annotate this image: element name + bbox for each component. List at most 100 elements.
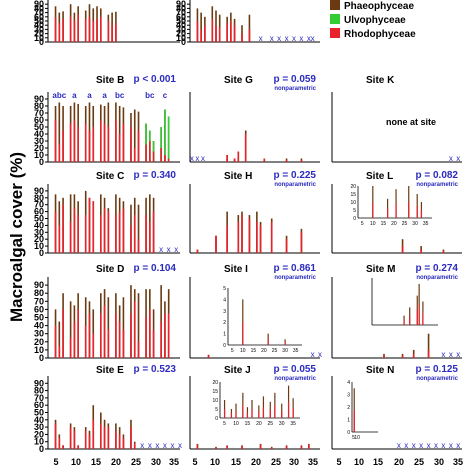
bar-phaeophyceae: [137, 293, 140, 358]
bar-rhodophyceae: [149, 309, 151, 358]
x-tick-label: 25: [271, 457, 281, 467]
inset-bar-red: [422, 313, 424, 325]
inset-x-tick-label: 35: [290, 421, 296, 427]
bar-rhodophyceae: [145, 317, 147, 358]
bar-rhodophyceae: [103, 305, 106, 358]
y-tick-label: 40: [176, 20, 186, 30]
bar-rhodophyceae: [215, 235, 217, 253]
group-letter: a: [87, 91, 92, 100]
absent-marker: x: [299, 34, 303, 43]
bar-rhodophyceae: [58, 144, 61, 162]
bar-rhodophyceae: [84, 123, 87, 162]
bar-rhodophyceae: [77, 215, 79, 253]
bar-rhodophyceae: [164, 313, 166, 358]
inset-x-tick-label: 20: [256, 421, 262, 427]
bar-rhodophyceae: [164, 155, 166, 162]
bar-rhodophyceae: [69, 427, 72, 449]
p-value: p = 0.082: [415, 170, 458, 181]
group-letter: a: [72, 91, 77, 100]
x-tick-label: 5: [53, 457, 58, 467]
p-value: p = 0.340: [133, 170, 176, 181]
absent-marker: x: [170, 441, 174, 450]
y-tick-label: 50: [34, 122, 44, 132]
bar-rhodophyceae: [145, 144, 147, 162]
bar-rhodophyceae: [130, 427, 132, 449]
bar-rhodophyceae: [215, 25, 217, 42]
inset-bar-red: [387, 208, 389, 218]
bar-rhodophyceae: [107, 21, 110, 42]
bar-rhodophyceae: [92, 333, 95, 358]
inset-x-tick-label: 10: [354, 435, 360, 441]
bar-rhodophyceae: [84, 18, 87, 42]
bar-rhodophyceae: [69, 16, 72, 42]
bar-rhodophyceae: [100, 215, 102, 253]
bar-rhodophyceae: [122, 208, 125, 253]
inset-y-tick-label: 0: [353, 216, 356, 222]
absent-marker: x: [449, 154, 453, 163]
test-note: nonparametric: [416, 275, 458, 281]
inset-y-tick-label: 1: [347, 418, 350, 424]
inset-x-tick-label: 25: [272, 348, 278, 354]
p-value: p = 0.523: [133, 364, 176, 375]
absent-marker: x: [397, 441, 401, 450]
inset-x-tick-label: 35: [423, 221, 429, 227]
inset-bar-red: [267, 339, 269, 345]
test-note: nonparametric: [274, 376, 316, 382]
y-tick-label: 70: [176, 8, 186, 18]
bar-rhodophyceae: [84, 215, 87, 253]
bar-rhodophyceae: [54, 325, 57, 358]
inset-y-tick-label: 3: [347, 393, 350, 399]
bar-rhodophyceae: [149, 221, 151, 253]
y-tick-label: 70: [34, 393, 44, 403]
absent-marker: x: [195, 154, 199, 163]
bar-rhodophyceae: [196, 21, 199, 42]
x-axis-ticks-col3: 5 10 15 20 25 30 35: [336, 457, 463, 467]
bar-rhodophyceae: [73, 120, 76, 162]
absent-marker: x: [427, 441, 431, 450]
bar-rhodophyceae: [100, 16, 102, 42]
inset-y-tick-label: 4: [223, 297, 226, 303]
site-title: Site H: [224, 171, 252, 182]
x-tick-label: 35: [308, 457, 318, 467]
bar-rhodophyceae: [54, 120, 57, 162]
bar-rhodophyceae: [237, 221, 240, 253]
x-tick-label: 20: [251, 457, 261, 467]
bar-ulvophyceae: [164, 109, 166, 162]
y-tick-label: 50: [34, 16, 44, 26]
y-tick-label: 80: [176, 3, 186, 13]
inset-y-tick-label: 4: [347, 380, 350, 386]
absent-marker: x: [412, 441, 416, 450]
legend-swatch-phaeophyceae: [330, 0, 340, 10]
inset-bar-red: [292, 408, 294, 418]
inset-x-tick-label: 5: [223, 421, 226, 427]
bar-rhodophyceae: [270, 447, 273, 449]
absent-marker: x: [285, 34, 289, 43]
bar-rhodophyceae: [103, 427, 106, 449]
y-tick-label: 90: [176, 0, 186, 9]
absent-marker: x: [456, 350, 460, 359]
inset-x-tick-label: 15: [251, 348, 257, 354]
bar-rhodophyceae: [401, 355, 404, 358]
y-tick-label: 80: [34, 386, 44, 396]
bar-rhodophyceae: [92, 21, 95, 42]
inset-chart: [371, 278, 438, 326]
test-note: nonparametric: [274, 86, 316, 92]
y-tick-label: 90: [34, 280, 44, 290]
bar-rhodophyceae: [152, 329, 155, 358]
bar-rhodophyceae: [88, 313, 91, 358]
y-tick-label: 70: [34, 296, 44, 306]
y-tick-label: 60: [176, 12, 186, 22]
bar-phaeophyceae: [58, 321, 61, 358]
bar-rhodophyceae: [62, 445, 64, 449]
bar-rhodophyceae: [58, 225, 61, 253]
inset-y-tick-label: 3: [223, 309, 226, 315]
bar-rhodophyceae: [100, 120, 102, 162]
bar-rhodophyceae: [100, 313, 102, 358]
bar-rhodophyceae: [256, 221, 258, 253]
